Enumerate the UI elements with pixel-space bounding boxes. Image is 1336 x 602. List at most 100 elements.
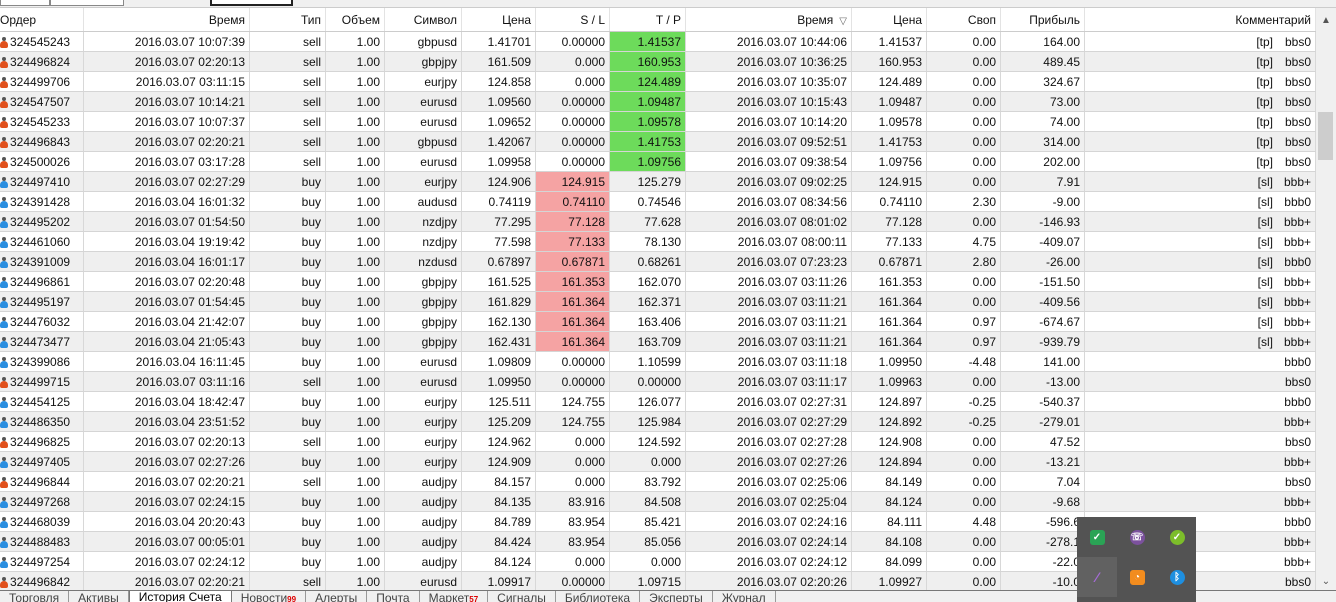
table-row[interactable]: 324496824 2016.03.07 02:20:13 sell 1.00 gbpj… xyxy=(0,52,1316,72)
table-row[interactable]: 324391009 2016.03.04 16:01:17 buy 1.00 nzdus… xyxy=(0,252,1316,272)
cell-open-time: 2016.03.07 10:07:39 xyxy=(84,32,250,51)
toolbar-field[interactable] xyxy=(50,0,124,6)
cell-close-time: 2016.03.07 02:24:14 xyxy=(686,532,852,551)
table-row[interactable]: 324476032 2016.03.04 21:42:07 buy 1.00 gbpjp… xyxy=(0,312,1316,332)
cell-swap: -4.48 xyxy=(927,352,1001,371)
table-row[interactable]: 324454125 2016.03.04 18:42:47 buy 1.00 eurjp… xyxy=(0,392,1316,412)
tab-label: Торговля xyxy=(9,591,60,602)
column-header-swap[interactable]: Своп xyxy=(927,8,1001,31)
scroll-up-icon[interactable]: ▲ xyxy=(1321,15,1331,26)
table-row[interactable]: 324547507 2016.03.07 10:14:21 sell 1.00 euru… xyxy=(0,92,1316,112)
tab-7[interactable]: Сигналы xyxy=(488,591,556,602)
table-row[interactable]: 324545233 2016.03.07 10:07:37 sell 1.00 euru… xyxy=(0,112,1316,132)
table-row[interactable]: 324486350 2016.03.04 23:51:52 buy 1.00 eurjp… xyxy=(0,412,1316,432)
sort-desc-icon: ▽ xyxy=(839,16,847,27)
toolbar-field[interactable] xyxy=(0,0,50,6)
table-row[interactable]: 324488483 2016.03.07 00:05:01 buy 1.00 audjp… xyxy=(0,532,1316,552)
check-task-icon[interactable]: ✓ xyxy=(1077,517,1117,557)
table-row[interactable]: 324473477 2016.03.04 21:05:43 buy 1.00 gbpjp… xyxy=(0,332,1316,352)
table-row[interactable]: 324497405 2016.03.07 02:27:26 buy 1.00 eurjp… xyxy=(0,452,1316,472)
table-row[interactable]: 324500026 2016.03.07 03:17:28 sell 1.00 euru… xyxy=(0,152,1316,172)
close-price-value: 124.908 xyxy=(878,435,922,449)
cell-profit: -540.37 xyxy=(1001,392,1085,411)
table-row[interactable]: 324496842 2016.03.07 02:20:21 sell 1.00 euru… xyxy=(0,572,1316,592)
cell-close-time: 2016.03.07 03:11:21 xyxy=(686,292,852,311)
scrollbar-thumb[interactable] xyxy=(1318,112,1333,160)
close-price-value: 161.364 xyxy=(878,315,922,329)
table-row[interactable]: 324497254 2016.03.07 02:24:12 buy 1.00 audjp… xyxy=(0,552,1316,572)
column-header-symbol[interactable]: Символ xyxy=(385,8,462,31)
volume-value: 1.00 xyxy=(356,175,380,189)
column-header-open-price[interactable]: Цена xyxy=(462,8,536,31)
cell-close-price: 1.41753 xyxy=(852,132,927,151)
table-row[interactable]: 324461060 2016.03.04 19:19:42 buy 1.00 nzdjp… xyxy=(0,232,1316,252)
tab-1[interactable]: Активы xyxy=(69,591,129,602)
tab-3[interactable]: Новости99 xyxy=(232,591,307,602)
table-row[interactable]: 324468039 2016.03.04 20:20:43 buy 1.00 audjp… xyxy=(0,512,1316,532)
volume-value: 1.00 xyxy=(356,135,380,149)
tab-8[interactable]: Библиотека xyxy=(556,591,641,602)
vertical-scrollbar[interactable]: ▲ ⌄ xyxy=(1316,8,1336,590)
cell-swap: 0.00 xyxy=(927,532,1001,551)
cell-volume: 1.00 xyxy=(326,92,385,111)
table-row[interactable]: 324496844 2016.03.07 02:20:21 sell 1.00 audj… xyxy=(0,472,1316,492)
close-price-value: 1.09963 xyxy=(878,375,922,389)
column-header-order[interactable]: Ордер xyxy=(0,8,84,31)
bluetooth-icon[interactable]: ᛒ xyxy=(1157,557,1197,597)
table-row[interactable]: 324495202 2016.03.07 01:54:50 buy 1.00 nzdjp… xyxy=(0,212,1316,232)
column-header-volume[interactable]: Объем xyxy=(326,8,385,31)
column-header-comment[interactable]: Комментарий xyxy=(1085,8,1316,31)
table-row[interactable]: 324545243 2016.03.07 10:07:39 sell 1.00 gbpu… xyxy=(0,32,1316,52)
tab-4[interactable]: Алерты xyxy=(306,591,368,602)
toolbar-field[interactable] xyxy=(210,0,293,6)
column-header-close-price[interactable]: Цена xyxy=(852,8,927,31)
table-row[interactable]: 324391428 2016.03.04 16:01:32 buy 1.00 audus… xyxy=(0,192,1316,212)
close-price-value: 84.124 xyxy=(885,495,922,509)
table-row[interactable]: 324497410 2016.03.07 02:27:29 buy 1.00 eurjp… xyxy=(0,172,1316,192)
column-header-take-profit[interactable]: T / P xyxy=(610,8,686,31)
tab-10[interactable]: Журнал xyxy=(713,591,776,602)
tab-0[interactable]: Торговля xyxy=(0,591,70,602)
cell-comment: bbs0 xyxy=(1085,372,1316,391)
table-row[interactable]: 324495197 2016.03.07 01:54:45 buy 1.00 gbpjp… xyxy=(0,292,1316,312)
cell-close-price: 1.41537 xyxy=(852,32,927,51)
speedometer-icon[interactable]: ◔ xyxy=(1117,557,1157,597)
cell-stop-loss: 124.755 xyxy=(536,392,610,411)
order-value: 324496842 xyxy=(10,575,71,589)
open-time-value: 2016.03.07 02:24:12 xyxy=(134,555,245,569)
column-header-profit[interactable]: Прибыль xyxy=(1001,8,1085,31)
green-chat-icon[interactable]: ✓ xyxy=(1157,517,1197,557)
symbol-value: audjpy xyxy=(421,515,457,529)
column-header-type[interactable]: Тип xyxy=(250,8,326,31)
cell-open-price: 125.209 xyxy=(462,412,536,431)
column-header-stop-loss[interactable]: S / L xyxy=(536,8,610,31)
stop-loss-value: 0.000 xyxy=(574,455,605,469)
cell-comment: bbs0 xyxy=(1085,472,1316,491)
tab-6[interactable]: Маркет57 xyxy=(420,591,489,602)
column-header-open-time[interactable]: Время xyxy=(84,8,250,31)
cell-open-price: 1.09917 xyxy=(462,572,536,591)
table-row[interactable]: 324499715 2016.03.07 03:11:16 sell 1.00 euru… xyxy=(0,372,1316,392)
feather-pen-icon[interactable]: ⁄ xyxy=(1077,557,1117,597)
table-row[interactable]: 324496825 2016.03.07 02:20:13 sell 1.00 eurj… xyxy=(0,432,1316,452)
volume-value: 1.00 xyxy=(356,555,380,569)
table-row[interactable]: 324496843 2016.03.07 02:20:21 sell 1.00 gbpu… xyxy=(0,132,1316,152)
tab-9[interactable]: Эксперты xyxy=(640,591,713,602)
table-row[interactable]: 324497268 2016.03.07 02:24:15 buy 1.00 audjp… xyxy=(0,492,1316,512)
type-value: sell xyxy=(302,435,321,449)
scroll-down-icon[interactable]: ⌄ xyxy=(1321,576,1331,587)
cell-close-time: 2016.03.07 08:01:02 xyxy=(686,212,852,231)
table-row[interactable]: 324496861 2016.03.07 02:20:48 buy 1.00 gbpjp… xyxy=(0,272,1316,292)
cell-profit: -146.93 xyxy=(1001,212,1085,231)
table-row[interactable]: 324499706 2016.03.07 03:11:15 sell 1.00 eurj… xyxy=(0,72,1316,92)
take-profit-value: 0.000 xyxy=(650,555,681,569)
close-time-value: 2016.03.07 09:38:54 xyxy=(736,155,847,169)
table-row[interactable]: 324399086 2016.03.04 16:11:45 buy 1.00 eurus… xyxy=(0,352,1316,372)
tab-2[interactable]: История Счета xyxy=(128,591,232,602)
account-history-table: Ордер Время Тип Объем Символ Цена S / L T / P Вр… xyxy=(0,8,1316,592)
viber-icon[interactable]: ☏ xyxy=(1129,529,1145,545)
tab-5[interactable]: Почта xyxy=(367,591,420,602)
column-header-close-time[interactable]: Время ▽ xyxy=(686,8,852,31)
stop-loss-value: 0.00000 xyxy=(561,155,605,169)
comment-text: bbs0 xyxy=(1284,115,1311,129)
